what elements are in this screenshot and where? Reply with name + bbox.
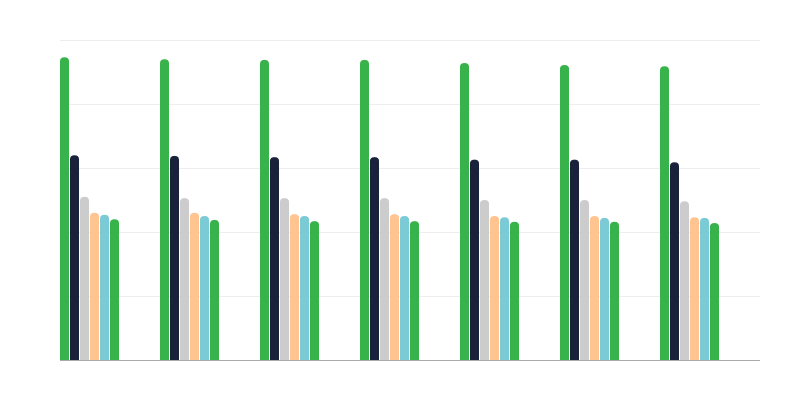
bar-group-1-series-4 [90, 212, 99, 360]
bar-group-3-series-3 [280, 198, 289, 360]
bar-group-2-series-5 [200, 216, 209, 360]
bar-group-5-series-2 [470, 159, 479, 360]
bar-group-3-series-1 [260, 59, 269, 361]
bar-group-4-series-5 [400, 216, 409, 360]
bar-group-6-series-2 [570, 159, 579, 360]
bar-group-7-series-4 [690, 217, 699, 360]
bar-group-3-series-5 [300, 216, 309, 360]
bar-group-2-series-4 [190, 212, 199, 360]
bar-group-5-series-4 [490, 216, 499, 360]
bar-group-4-series-4 [390, 214, 399, 360]
bar-group-4-series-2 [370, 157, 379, 360]
bar-group-2-series-3 [180, 198, 189, 360]
bar-group-5-series-1 [460, 63, 469, 360]
bar-group-2-series-2 [170, 155, 179, 360]
bar-group-4-series-6 [410, 221, 419, 360]
bar-group-3-series-2 [270, 157, 279, 360]
bar-group-4-series-3 [380, 198, 389, 360]
bar-group-1-series-3 [80, 196, 89, 360]
bar-group-2-series-6 [210, 219, 219, 360]
bar-group-6-series-6 [610, 221, 619, 360]
bar-group-7-series-1 [660, 66, 669, 361]
bar-group-6-series-4 [590, 216, 599, 360]
bar-group-7-series-3 [680, 201, 689, 360]
bars [60, 57, 719, 361]
bar-group-6-series-5 [600, 217, 609, 360]
bar-group-6-series-3 [580, 200, 589, 360]
bar-group-2-series-1 [160, 59, 169, 360]
bar-group-7-series-2 [670, 162, 679, 360]
bar-group-7-series-6 [710, 223, 719, 360]
bar-group-1-series-1 [60, 57, 69, 360]
bar-group-6-series-1 [560, 64, 569, 361]
bar-group-1-series-6 [110, 219, 119, 360]
bar-group-3-series-6 [310, 221, 319, 360]
bar-group-1-series-5 [100, 214, 109, 360]
bar-group-4-series-1 [360, 59, 369, 361]
bar-group-5-series-3 [480, 200, 489, 360]
bar-group-7-series-5 [700, 217, 709, 360]
bar-group-5-series-5 [500, 217, 509, 360]
bar-group-1-series-2 [70, 155, 79, 360]
bar-group-3-series-4 [290, 214, 299, 360]
bar-group-5-series-6 [510, 221, 519, 360]
